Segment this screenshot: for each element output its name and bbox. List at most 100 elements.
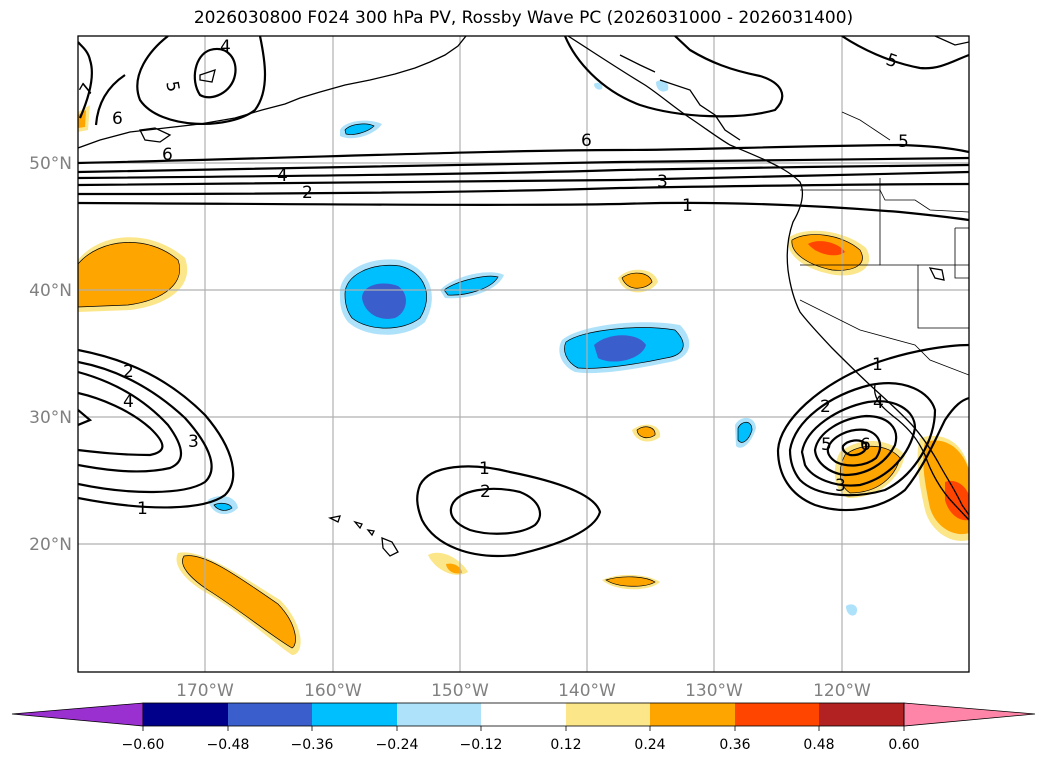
contour-line [78, 156, 969, 174]
map-area: 4 5 7 6 6 5 6 5 4 3 2 1 2 4 3 1 1 2 1 2 … [76, 36, 969, 672]
contour-line [78, 201, 969, 222]
contour-label: 2 [302, 183, 313, 203]
contour-label: 6 [581, 131, 592, 151]
colorbar-segment [650, 703, 735, 726]
map-frame [77, 35, 970, 673]
contour-label: 2 [480, 482, 491, 502]
contour-label: 4 [873, 393, 884, 413]
contour-line [78, 360, 213, 494]
contour-labels: 4 5 7 6 6 5 6 5 4 3 2 1 2 4 3 1 1 2 1 2 … [76, 37, 909, 519]
colorbar-tick-label: −0.60 [122, 737, 165, 753]
contour-label: 4 [220, 37, 231, 57]
contour-line [78, 348, 235, 509]
lat-label: 20°N [29, 535, 72, 555]
lon-label: 130°W [685, 681, 743, 701]
contour-label: 3 [188, 432, 199, 452]
contour-line [94, 74, 126, 126]
contour-line [78, 409, 93, 427]
colorbar-ticks [142, 726, 905, 731]
contour-label: 1 [682, 196, 693, 216]
contour-line [841, 439, 868, 457]
pv-contours [78, 36, 969, 557]
positive-anomaly-area [78, 242, 180, 307]
lon-label: 160°W [304, 681, 362, 701]
contour-line [78, 391, 164, 457]
contour-line [78, 163, 969, 180]
contour-line [800, 400, 917, 487]
latitude-labels: 50°N 40°N 30°N 20°N [29, 154, 72, 555]
lat-label: 30°N [29, 408, 72, 428]
colorbar-tick-label: −0.24 [376, 737, 419, 753]
lon-label: 170°W [176, 681, 234, 701]
contour-label: 4 [123, 392, 134, 412]
political-borders [799, 111, 969, 376]
contour-line [78, 170, 969, 187]
contour-line [813, 414, 898, 477]
positive-anomaly-area [622, 273, 652, 289]
positive-anomaly-area [808, 241, 845, 256]
colorbar-tick-labels: −0.60 −0.48 −0.36 −0.24 −0.12 0.12 0.24 … [122, 737, 920, 753]
negative-anomaly-area [656, 80, 669, 92]
lat-label: 40°N [29, 281, 72, 301]
colorbar: −0.60 −0.48 −0.36 −0.24 −0.12 0.12 0.24 … [11, 702, 1036, 753]
colorbar-segment [819, 703, 904, 726]
colorbar-max-extension [903, 702, 1036, 727]
positive-anomaly-area [606, 576, 655, 587]
positive-anomaly-area [945, 480, 969, 521]
contour-label: 1 [872, 355, 883, 375]
contour-line [78, 182, 969, 196]
contour-line [136, 36, 267, 125]
contour-label: 1 [137, 499, 148, 519]
colorbar-tick-label: −0.48 [207, 737, 250, 753]
contour-label: 6 [162, 145, 173, 165]
contour-line [78, 370, 183, 473]
coastlines [78, 36, 969, 557]
negative-anomaly-area [594, 82, 603, 90]
colorbar-min-extension [11, 702, 144, 727]
positive-anomaly-area [446, 563, 462, 574]
contour-line [416, 465, 602, 557]
negative-anomaly-area [345, 123, 374, 135]
colorbar-tick-label: 0.24 [634, 737, 665, 753]
negative-anomaly-area [362, 283, 406, 319]
colorbar-segment [143, 703, 228, 726]
contour-label: 7 [76, 80, 99, 99]
contour-label: 5 [821, 435, 832, 455]
lat-label: 50°N [29, 154, 72, 174]
colorbar-segment [735, 703, 819, 726]
lon-label: 140°W [558, 681, 616, 701]
contour-line [78, 143, 969, 165]
colorbar-frame [142, 702, 905, 727]
contour-label: 3 [657, 172, 668, 192]
contour-label: 5 [883, 50, 900, 72]
contour-line [776, 396, 969, 512]
negative-anomaly-area [214, 503, 232, 511]
contour-label: 2 [820, 397, 831, 417]
colorbar-tick-label: 0.48 [803, 737, 834, 753]
positive-anomaly-area [182, 555, 296, 648]
colorbar-tick-label: −0.12 [460, 737, 503, 753]
colorbar-tick-label: 0.60 [888, 737, 919, 753]
contour-label: 2 [123, 362, 134, 382]
colorbar-segment [228, 703, 312, 726]
colorbar-segment [312, 703, 397, 726]
contour-label: 6 [860, 435, 871, 455]
colorbar-tick-label: 0.36 [719, 737, 750, 753]
contour-line [826, 428, 882, 467]
contour-label: 3 [835, 476, 846, 496]
lon-label: 120°W [813, 681, 871, 701]
contour-label: 4 [277, 166, 288, 186]
contour-label: 1 [479, 459, 490, 479]
contour-label: 6 [112, 109, 123, 129]
lon-label: 150°W [431, 681, 489, 701]
positive-anomaly-area [78, 110, 86, 128]
contour-label: 5 [898, 132, 909, 152]
map-title: 2026030800 F024 300 hPa PV, Rossby Wave … [193, 8, 854, 28]
colorbar-segment [566, 703, 650, 726]
contour-line [776, 343, 969, 451]
negative-anomaly-area [846, 604, 858, 616]
contour-line [563, 36, 784, 118]
contour-line [193, 47, 237, 99]
colorbar-segment [397, 703, 481, 726]
